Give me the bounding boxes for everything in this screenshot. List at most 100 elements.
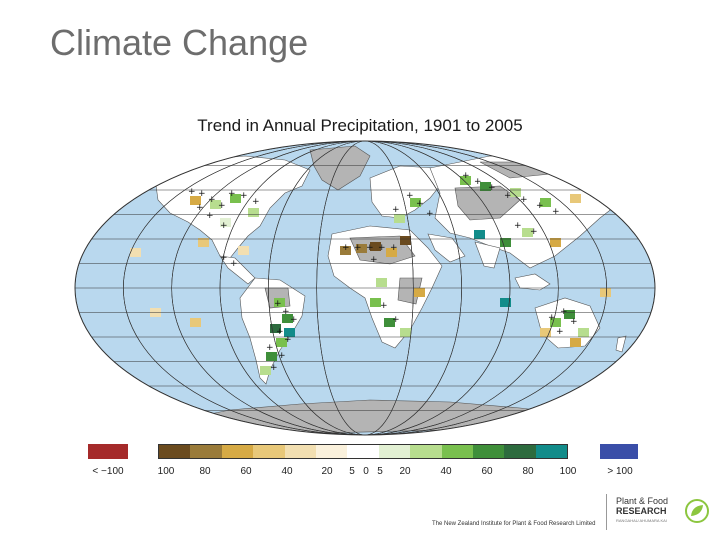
significance-marker: +: [342, 243, 350, 253]
significance-marker: +: [560, 307, 568, 317]
legend-tick-label: 40: [281, 466, 293, 477]
precipitation-cell: [284, 328, 295, 337]
significance-marker: +: [392, 205, 400, 215]
legend-color-segment: [504, 445, 536, 458]
precipitation-cell: [414, 288, 425, 297]
color-legend: < −100 > 100 100 80 60 40 20 5 0 5 20 40 60 80 100: [0, 438, 720, 478]
significance-marker: +: [380, 301, 388, 311]
nodata-region-sahara: [349, 235, 416, 265]
legend-color-segment: [253, 445, 285, 458]
precipitation-cell: [600, 288, 611, 297]
significance-marker: +: [392, 315, 400, 325]
precipitation-cell: [230, 194, 241, 203]
significance-marker: +: [270, 363, 278, 373]
logo-line-3: RANGAHAU AHUMARA KAI: [616, 518, 667, 523]
continent-new-zealand: [615, 335, 627, 353]
precipitation-cells: [130, 176, 611, 375]
precipitation-cell: [570, 194, 581, 203]
significance-marker: +: [252, 197, 260, 207]
significance-marker: +: [274, 299, 282, 309]
precipitation-cell: [210, 200, 221, 209]
precipitation-cell: [270, 324, 281, 333]
significance-marker: +: [366, 243, 374, 253]
significance-marker: +: [290, 315, 298, 325]
legend-tick-label: 80: [199, 466, 211, 477]
significance-marker: +: [196, 203, 204, 213]
leaf-icon: [685, 499, 709, 523]
precipitation-cell: [376, 278, 387, 287]
continent-arabia-india: [427, 233, 501, 269]
legend-tick-label: 60: [481, 466, 493, 477]
significance-marker: +: [240, 191, 248, 201]
continent-europe: [369, 165, 443, 219]
legend-tick-label: 5: [349, 466, 355, 477]
legend-tick-label: 100: [559, 466, 577, 477]
precipitation-cell: [274, 298, 285, 307]
precipitation-cell: [190, 318, 201, 327]
precipitation-cell: [130, 248, 141, 257]
precipitation-cell: [386, 248, 397, 257]
nodata-region-central-asia: [454, 185, 521, 221]
continent-greenland: [309, 145, 371, 191]
precipitation-cell: [410, 198, 421, 207]
precipitation-cell: [564, 310, 575, 319]
legend-low-label: < −100: [92, 466, 124, 477]
legend-tick-label: 80: [522, 466, 534, 477]
precipitation-cell: [540, 328, 551, 337]
footer-text: The New Zealand Institute for Plant & Fo…: [432, 521, 596, 527]
precipitation-cell: [238, 246, 249, 255]
logo: Plant & Food RESEARCH RANGAHAU AHUMARA K…: [606, 494, 718, 532]
continent-indonesia: [514, 273, 551, 291]
precipitation-cell: [198, 238, 209, 247]
significance-markers: + ++++ ++++++++++++++ + + + ++++++++++ ++++++++…: [188, 171, 578, 373]
world-precipitation-map: + ++++ ++++++++++++++ + + + ++++++++++ ++++++++…: [74, 140, 656, 436]
legend-color-segment: [221, 445, 254, 458]
legend-tick-label: 20: [399, 466, 411, 477]
precipitation-cell: [260, 366, 271, 375]
significance-marker: +: [570, 317, 578, 327]
nodata-region-east-africa: [397, 277, 423, 305]
significance-marker: +: [188, 187, 196, 197]
precipitation-cell: [370, 242, 381, 251]
precipitation-cell: [340, 246, 351, 255]
logo-line-2: RESEARCH: [616, 506, 667, 516]
significance-marker: +: [220, 253, 228, 263]
legend-color-segment: [315, 445, 348, 458]
significance-marker: +: [556, 327, 564, 337]
precipitation-cell: [400, 236, 411, 245]
precipitation-cell: [460, 176, 471, 185]
precipitation-cell: [578, 328, 589, 337]
legend-color-bar: [158, 444, 568, 459]
precipitation-cell: [266, 352, 277, 361]
significance-marker: +: [278, 351, 286, 361]
legend-color-segment: [441, 445, 473, 458]
legend-tick-label: 0: [363, 466, 369, 477]
precipitation-cell: [510, 188, 521, 197]
legend-high-label: > 100: [607, 466, 633, 477]
continent-north-america: [154, 155, 311, 259]
precipitation-cell: [500, 298, 511, 307]
legend-tick-label: 100: [157, 466, 175, 477]
significance-marker: +: [266, 343, 274, 353]
precipitation-cell: [384, 318, 395, 327]
significance-marker: +: [426, 209, 434, 219]
significance-marker: +: [552, 207, 560, 217]
significance-marker: +: [474, 177, 482, 187]
significance-marker: +: [230, 259, 238, 269]
precipitation-cell: [550, 238, 561, 247]
slide-title: Climate Change: [50, 22, 309, 63]
legend-color-segment: [190, 445, 222, 458]
legend-high-swatch: [600, 444, 638, 459]
globe-outline: [74, 140, 656, 436]
significance-marker: +: [370, 255, 378, 265]
significance-marker: +: [228, 189, 236, 199]
legend-tick-label: 5: [377, 466, 383, 477]
significance-marker: +: [198, 189, 206, 199]
precipitation-cell: [220, 218, 231, 227]
legend-tick-label: 40: [440, 466, 452, 477]
legend-tick-label: 60: [240, 466, 252, 477]
precipitation-cell: [540, 198, 551, 207]
logo-divider: [606, 494, 607, 530]
graticule: [75, 141, 655, 435]
legend-color-segment: [378, 445, 411, 458]
